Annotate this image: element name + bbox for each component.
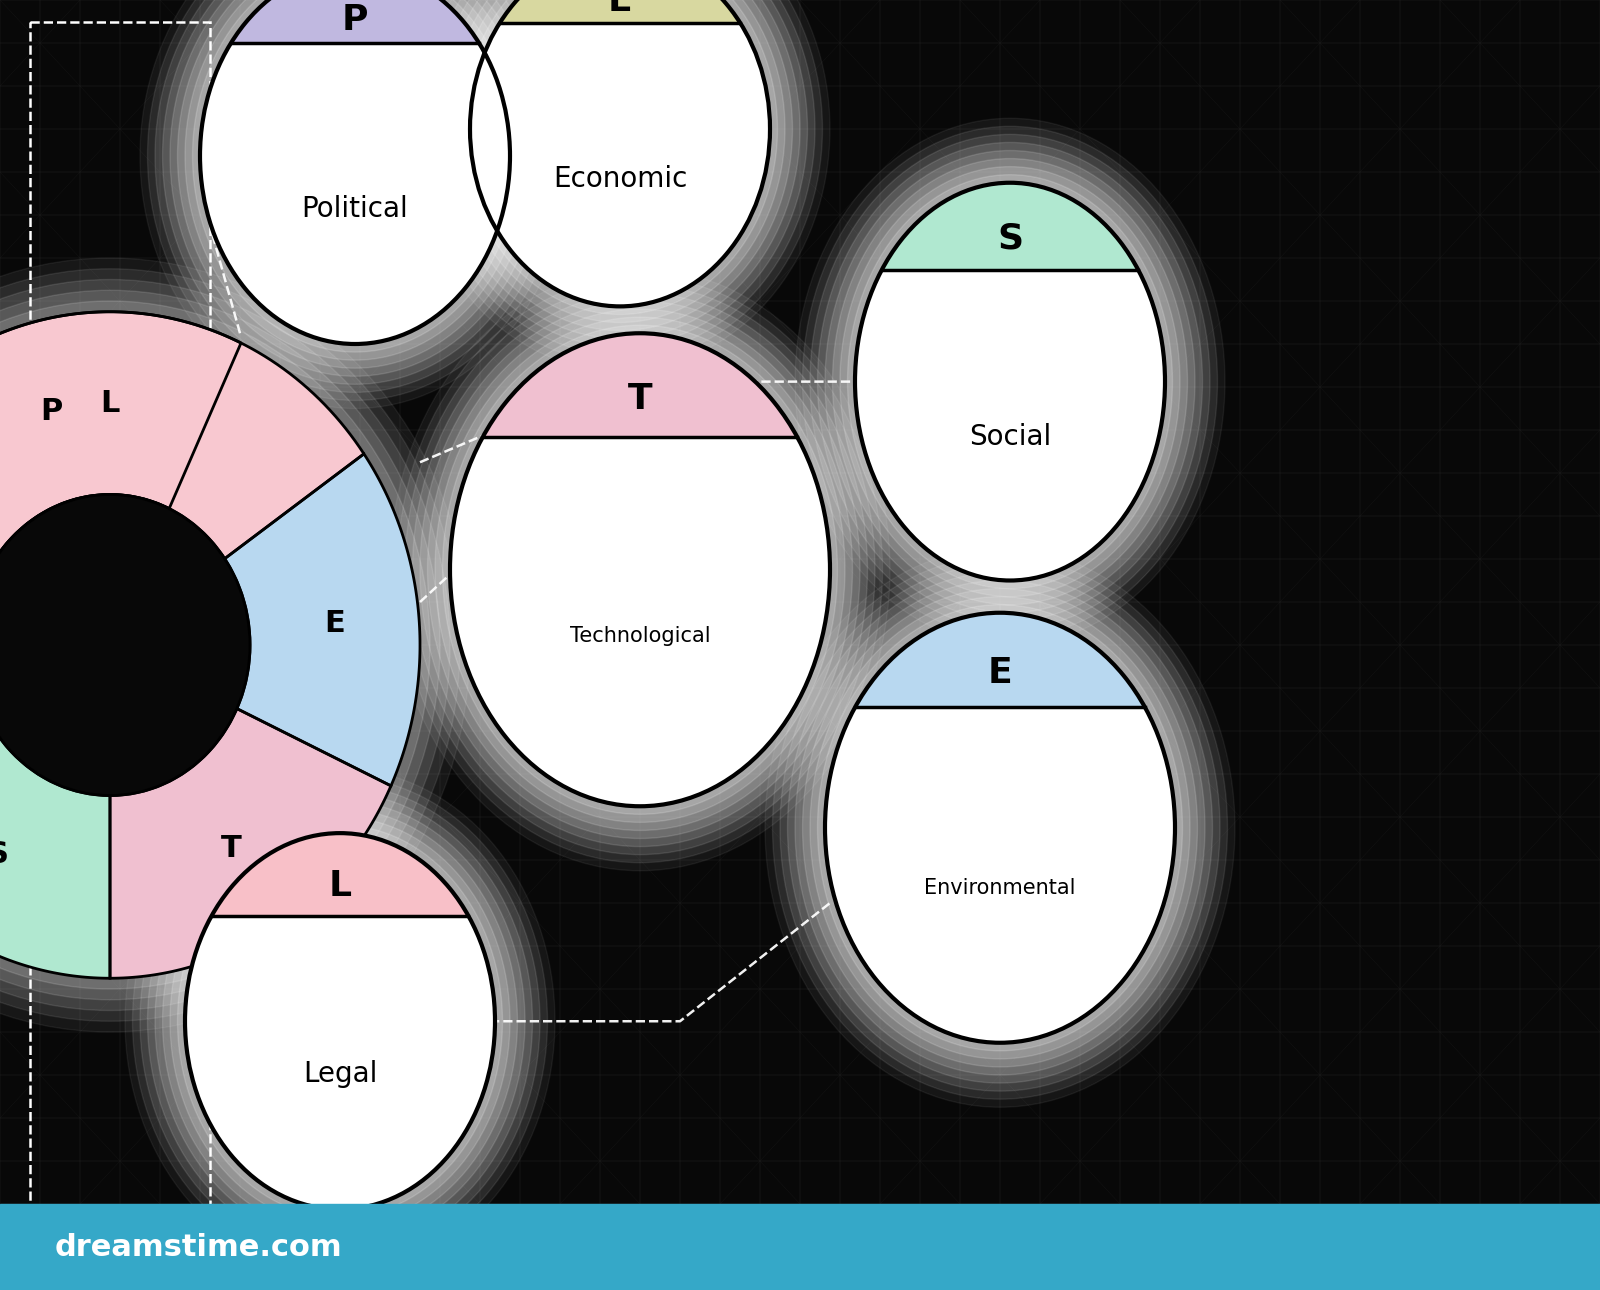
Polygon shape [0, 312, 363, 559]
Ellipse shape [773, 556, 1227, 1099]
Ellipse shape [426, 0, 814, 355]
Ellipse shape [155, 801, 525, 1242]
Ellipse shape [192, 0, 517, 352]
Ellipse shape [427, 310, 853, 831]
Ellipse shape [413, 293, 867, 846]
Text: Legal: Legal [302, 1060, 378, 1087]
Text: T: T [627, 382, 653, 417]
Ellipse shape [170, 817, 510, 1226]
Ellipse shape [410, 0, 830, 372]
Ellipse shape [200, 0, 510, 344]
Ellipse shape [443, 325, 837, 814]
Ellipse shape [450, 333, 830, 806]
Ellipse shape [163, 809, 517, 1233]
Text: Environmental: Environmental [925, 878, 1075, 898]
Ellipse shape [432, 0, 808, 347]
Ellipse shape [818, 605, 1182, 1051]
Ellipse shape [0, 290, 440, 1000]
Ellipse shape [125, 769, 555, 1275]
Ellipse shape [803, 588, 1197, 1067]
Ellipse shape [765, 548, 1235, 1107]
Text: Technological: Technological [570, 626, 710, 646]
Text: Political: Political [302, 195, 408, 223]
Ellipse shape [141, 0, 570, 409]
Text: S: S [0, 840, 8, 869]
Ellipse shape [419, 301, 861, 838]
Ellipse shape [810, 134, 1210, 630]
Ellipse shape [141, 784, 541, 1258]
Ellipse shape [405, 285, 875, 855]
Ellipse shape [0, 268, 461, 1022]
Ellipse shape [435, 317, 845, 823]
Text: L: L [101, 388, 120, 418]
Ellipse shape [826, 151, 1195, 613]
Ellipse shape [133, 777, 547, 1265]
Bar [0, 1204, 1600, 1290]
Ellipse shape [0, 258, 470, 1032]
Polygon shape [483, 333, 797, 437]
Text: Economic: Economic [554, 165, 686, 192]
Text: E: E [608, 0, 632, 18]
Text: P: P [40, 397, 62, 426]
Text: S: S [997, 222, 1022, 255]
Text: T: T [221, 835, 242, 863]
Ellipse shape [178, 0, 533, 368]
Ellipse shape [848, 174, 1173, 588]
Polygon shape [0, 720, 110, 978]
Ellipse shape [818, 142, 1203, 620]
Polygon shape [211, 833, 469, 916]
Ellipse shape [178, 826, 502, 1218]
Ellipse shape [418, 0, 822, 362]
Text: dreamstime.com: dreamstime.com [54, 1232, 342, 1262]
Polygon shape [110, 708, 390, 978]
Ellipse shape [0, 280, 450, 1010]
Text: E: E [323, 609, 344, 639]
Ellipse shape [0, 494, 250, 796]
Text: Social: Social [970, 423, 1051, 451]
Polygon shape [882, 183, 1139, 271]
Ellipse shape [186, 0, 525, 360]
Ellipse shape [155, 0, 555, 392]
Ellipse shape [840, 166, 1181, 596]
Ellipse shape [795, 119, 1226, 645]
Ellipse shape [163, 0, 547, 384]
Ellipse shape [787, 573, 1213, 1084]
Ellipse shape [448, 0, 792, 330]
Bar [30, 22, 210, 355]
Ellipse shape [397, 277, 883, 863]
Polygon shape [499, 0, 739, 23]
Ellipse shape [147, 793, 533, 1250]
Text: L: L [328, 868, 352, 903]
Ellipse shape [803, 126, 1218, 637]
Ellipse shape [440, 0, 800, 338]
Ellipse shape [470, 0, 770, 307]
Ellipse shape [810, 597, 1190, 1059]
Ellipse shape [170, 0, 541, 377]
Ellipse shape [0, 301, 430, 989]
Ellipse shape [854, 183, 1165, 580]
Ellipse shape [454, 0, 786, 322]
Polygon shape [230, 0, 478, 43]
Ellipse shape [832, 159, 1187, 605]
Polygon shape [224, 454, 419, 786]
Bar [30, 903, 210, 1236]
Ellipse shape [390, 268, 890, 871]
Polygon shape [854, 613, 1146, 707]
Ellipse shape [186, 833, 494, 1210]
Ellipse shape [795, 580, 1205, 1075]
Text: E: E [987, 655, 1013, 690]
Ellipse shape [147, 0, 563, 400]
Ellipse shape [462, 0, 778, 315]
Text: P: P [342, 4, 368, 37]
Ellipse shape [826, 613, 1174, 1042]
Polygon shape [0, 312, 242, 559]
Ellipse shape [781, 565, 1221, 1091]
